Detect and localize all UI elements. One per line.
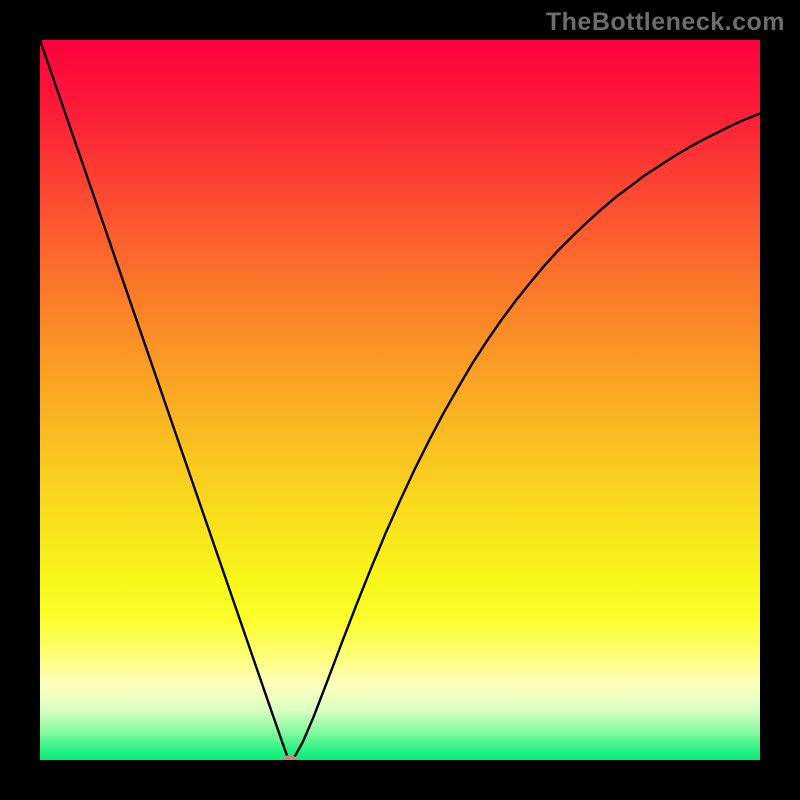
plot-svg xyxy=(40,40,760,760)
gradient-background xyxy=(40,40,760,760)
watermark-text: TheBottleneck.com xyxy=(546,8,785,37)
plot-area xyxy=(40,40,760,760)
chart-container: TheBottleneck.com xyxy=(0,0,800,800)
